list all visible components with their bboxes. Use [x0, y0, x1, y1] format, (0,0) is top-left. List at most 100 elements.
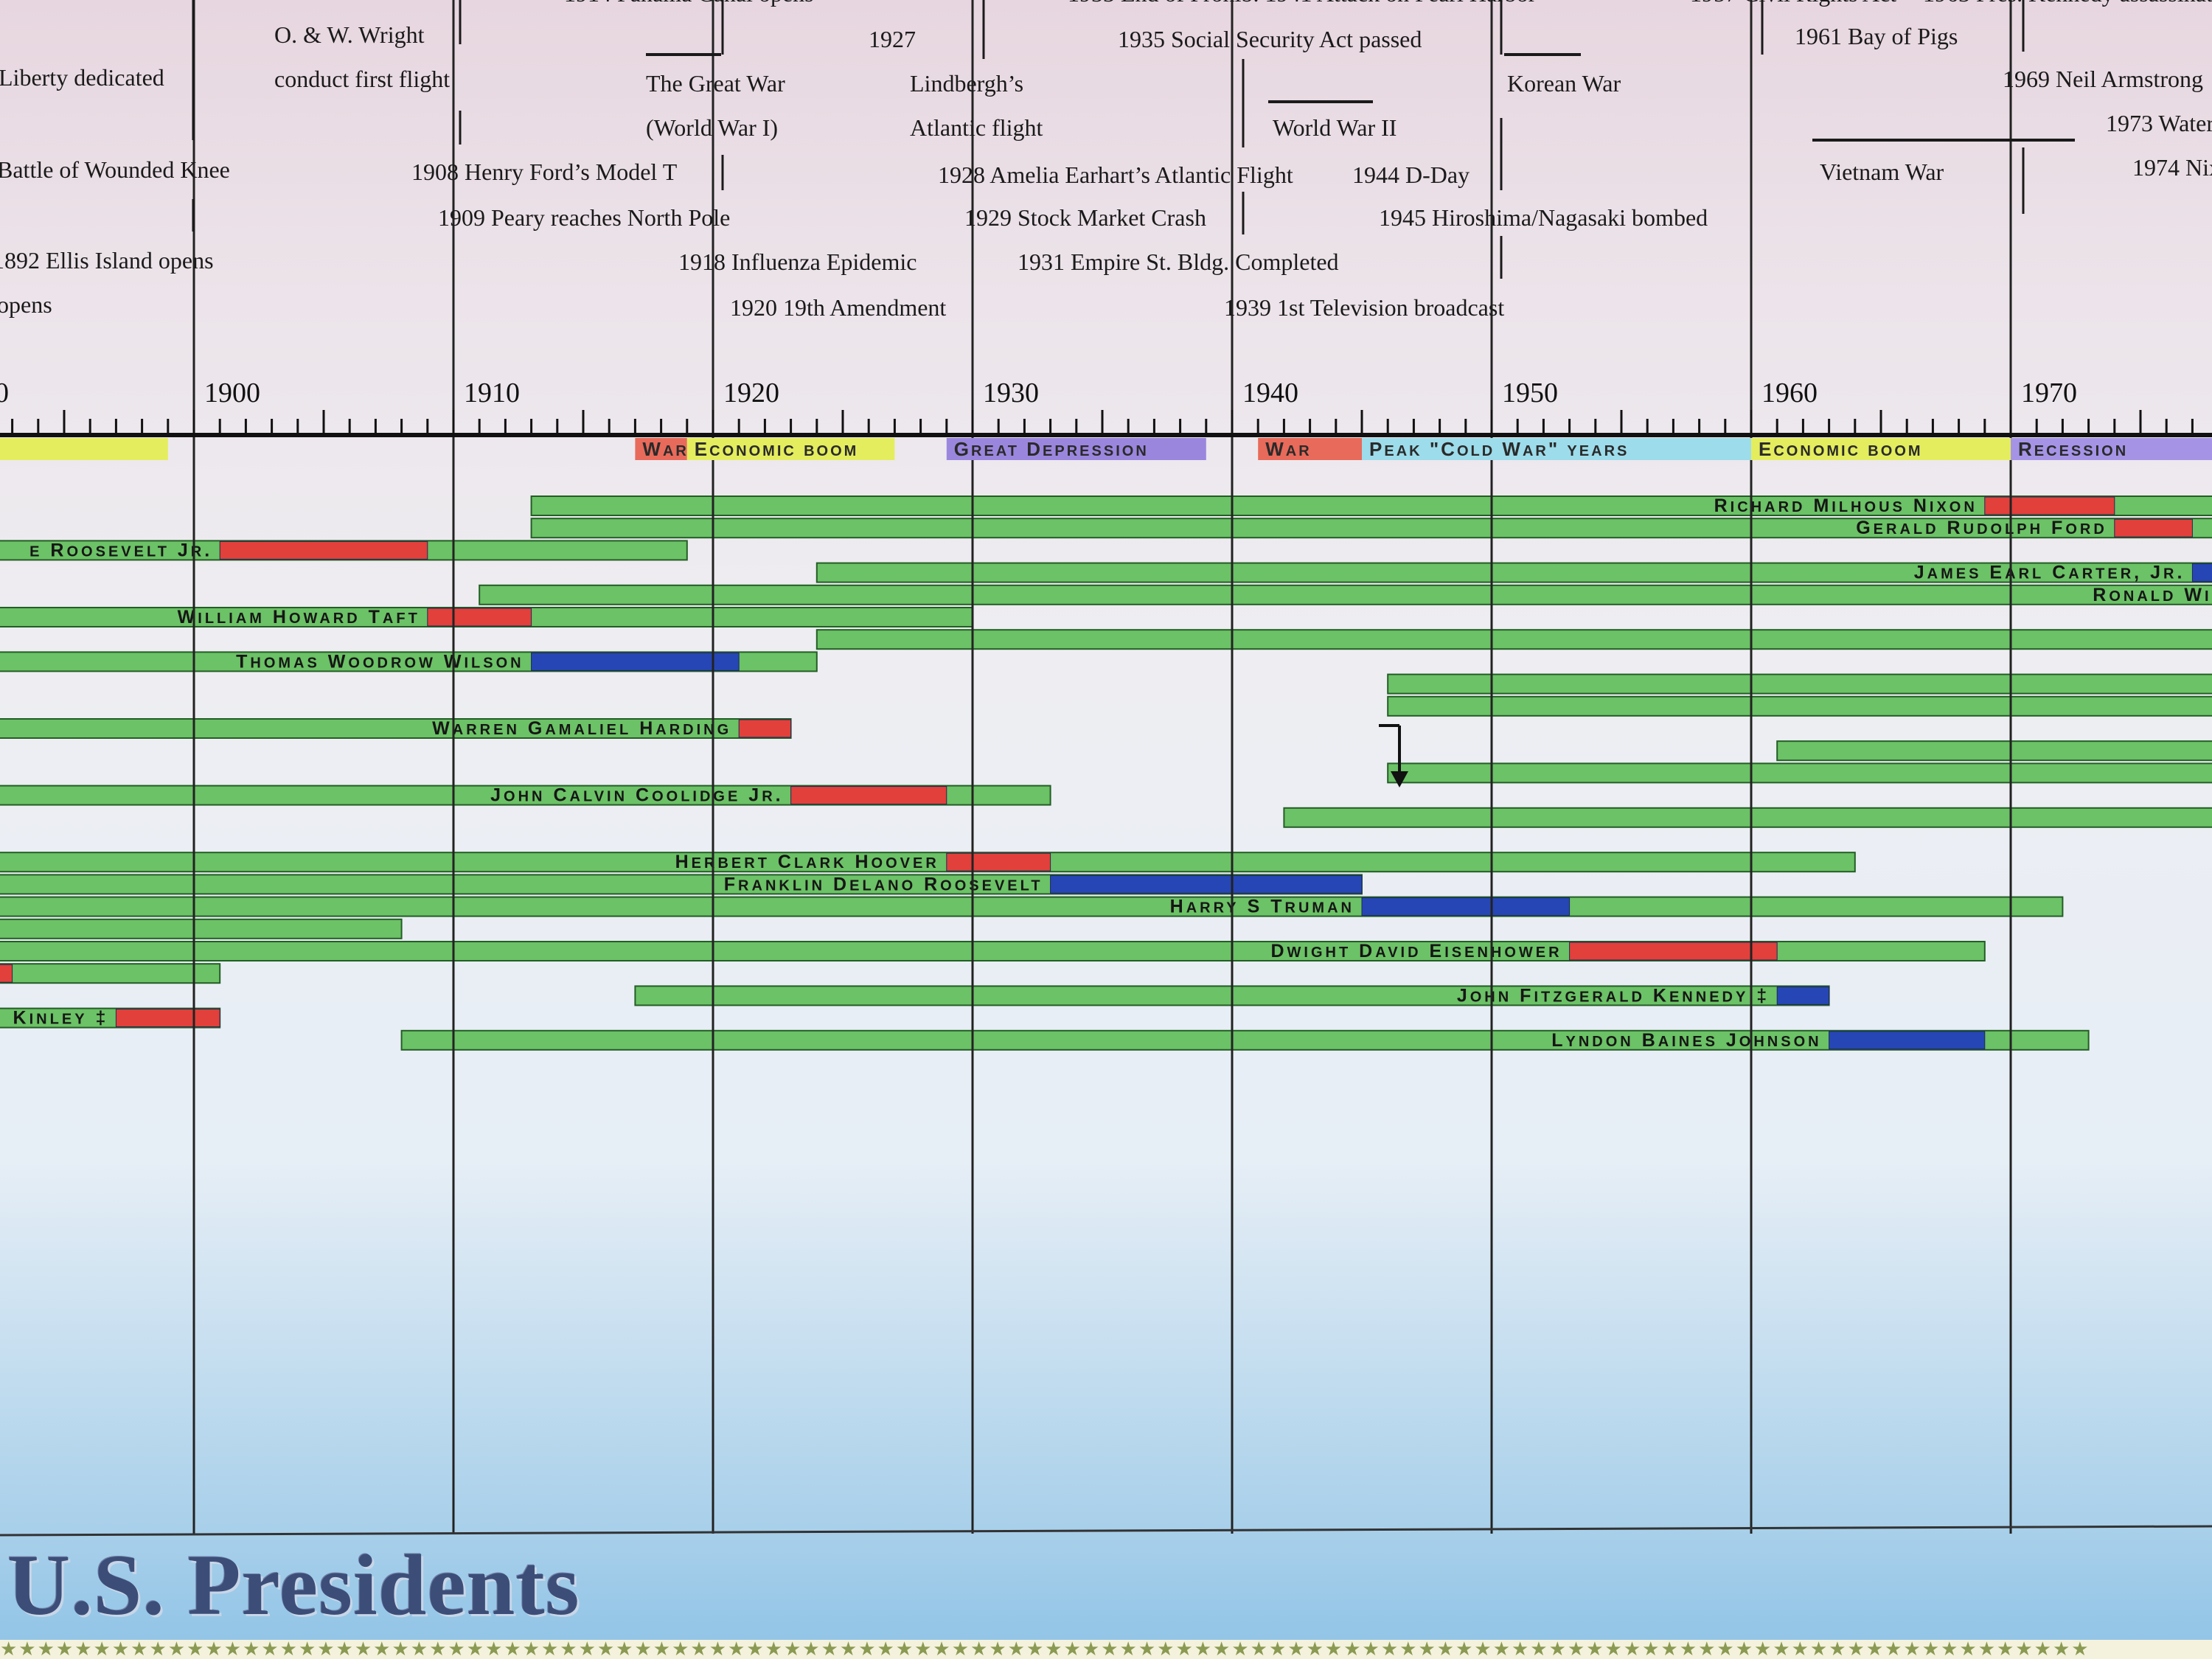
ev-civil-rights: 1957 Civil Rights Act: [1690, 0, 1896, 7]
ev-television: 1939 1st Television broadcast: [1224, 294, 1504, 321]
era-great-depression: GREAT DEPRESSION: [946, 438, 1206, 460]
era-band: [0, 438, 168, 460]
president-row-theodore-roosevelt-jr: E ROOSEVELT JR.: [0, 540, 688, 561]
president-row-franklin-delano-roosevelt: FRANKLIN DELANO ROOSEVELT: [0, 874, 1363, 895]
ev-wright-2: conduct first flight: [274, 66, 450, 92]
era-peak-cold-war-years: PEAK "COLD WAR" YEARS: [1362, 438, 1751, 460]
president-name: WILLIAM HOWARD TAFT: [178, 607, 420, 627]
lifespan-bar: [530, 495, 2212, 516]
ev-1974: 1974 Nixon resigns: [2132, 154, 2212, 181]
ev-dday: 1944 D-Day: [1352, 161, 1470, 188]
decade-label-1960: 1960: [1761, 378, 1818, 408]
president-name: HERBERT CLARK HOOVER: [675, 852, 939, 872]
era-war: WAR: [635, 438, 688, 460]
ev-influenza: 1918 Influenza Epidemic: [678, 248, 917, 275]
lifespan-bar: [0, 918, 403, 939]
lifespan-bar: [1283, 807, 2212, 828]
president-name: LYNDON BAINES JOHNSON: [1551, 1030, 1821, 1051]
president-row-warren-gamaliel-harding: WARREN GAMALIEL HARDING: [0, 718, 792, 739]
president-row-william-mckinley: KINLEY ‡: [0, 1007, 221, 1029]
era-label: GREAT DEPRESSION: [954, 438, 1149, 460]
lifespan-bar: [1776, 740, 2212, 762]
lifespan-bar: [1387, 695, 2212, 717]
era-untitled: [0, 438, 168, 460]
era-economic-boom: ECONOMIC BOOM: [1751, 438, 2011, 460]
lifespan-bar: [1387, 762, 2212, 784]
lifespan-bar: [0, 718, 792, 739]
lifespan-bar: [530, 518, 2212, 539]
decade-label-1930: 1930: [983, 378, 1039, 408]
ev-ellis: 1892 Ellis Island opens: [0, 247, 214, 274]
decade-gridlines: [0, 0, 2212, 1537]
president-name: E ROOSEVELT JR.: [29, 540, 212, 560]
president-name: FRANKLIN DELANO ROOSEVELT: [724, 874, 1043, 894]
lifespan-bar: [479, 584, 2212, 605]
president-name: JAMES EARL CARTER, JR.: [1914, 563, 2185, 583]
president-row-harry-s-truman: HARRY S TRUMAN: [0, 896, 2064, 917]
lifespan-bar: [815, 629, 2212, 650]
decade-label-1910: 1910: [464, 378, 520, 408]
era-band: [946, 438, 1206, 460]
ev-panama: 1914 Panama Canal opens: [564, 0, 814, 7]
event-annotations: Liberty dedicated Battle of Wounded Knee 1…: [0, 0, 2212, 321]
era-label: PEAK "COLD WAR" YEARS: [1369, 438, 1629, 460]
lifespan-bar: [815, 562, 2212, 583]
term-bar: [531, 652, 740, 671]
ev-lindbergh-2: Atlantic flight: [910, 114, 1043, 141]
president-name: DWIGHT DAVID EISENHOWER: [1270, 941, 1562, 961]
time-axis: 0 1900 1910 1920 1930 1940 1950 1960 1970: [0, 378, 2212, 437]
ev-bay-of-pigs: 1961 Bay of Pigs: [1795, 23, 1958, 49]
term-bar: [1829, 1031, 1986, 1050]
era-label: ECONOMIC BOOM: [1759, 438, 1923, 460]
term-bar: [219, 540, 428, 560]
era-label: ECONOMIC BOOM: [695, 438, 859, 460]
annotation-marks: [192, 0, 2075, 787]
era-band: [1751, 438, 2011, 460]
term-bar: [427, 608, 532, 627]
succession-arrow-head: [1391, 771, 1408, 787]
president-row-lyndon-baines-johnson: LYNDON BAINES JOHNSON: [400, 1029, 2090, 1051]
term-bar: [738, 719, 792, 738]
ev-ford: 1908 Henry Ford’s Model T: [411, 159, 678, 185]
lifespan-bar: [0, 852, 1856, 873]
term-bar: [0, 964, 13, 983]
decade-label-1950: 1950: [1502, 378, 1558, 408]
lifespan-bar: [0, 963, 221, 984]
decade-label-1920: 1920: [723, 378, 779, 408]
president-name: KINLEY ‡: [13, 1008, 109, 1029]
ev-earhart: 1928 Amelia Earhart’s Atlantic Flight: [938, 161, 1293, 188]
decade-label-1940: 1940: [1242, 378, 1298, 408]
era-band: [2011, 438, 2212, 460]
president-name: JOHN FITZGERALD KENNEDY ‡: [1457, 985, 1770, 1006]
term-bar: [1984, 496, 2115, 515]
president-row-grover-cleveland: [0, 918, 403, 939]
president-row-william-howard-taft: WILLIAM HOWARD TAFT: [0, 607, 974, 627]
ev-opens: opens: [0, 291, 52, 318]
page-title: U.S. Presidents: [7, 1537, 580, 1633]
ev-hiroshima: 1945 Hiroshima/Nagasaki bombed: [1379, 204, 1708, 231]
era-band: [635, 438, 687, 460]
ev-wright-1: O. & W. Wright: [274, 21, 425, 48]
lifespan-bar: [0, 896, 2064, 917]
term-bar: [790, 786, 947, 805]
president-row-barack-obama: [1776, 740, 2212, 762]
ev-great-war-2: (World War I): [646, 114, 778, 141]
lifespan-bar: [400, 1029, 2090, 1051]
ev-korean: Korean War: [1507, 70, 1621, 97]
ev-liberty: Liberty dedicated: [0, 64, 164, 91]
president-name: JOHN CALVIN COOLIDGE JR.: [490, 785, 783, 806]
ev-wwii: World War II: [1273, 114, 1397, 141]
president-row-william-jefferson-clinton: [1387, 673, 2212, 695]
star-border: ★★★★★★★★★★★★★★★★★★★★★★★★★★★★★★★★★★★★★★★★…: [0, 1640, 2212, 1659]
era-bands: WAR ECONOMIC BOOM GREAT DEPRESSION WAR PEAK …: [0, 438, 2212, 460]
era-label: WAR: [1265, 438, 1311, 460]
era-label: WAR: [642, 438, 688, 460]
president-name: GERALD RUDOLPH FORD: [1856, 518, 2107, 538]
decade-label-1970: 1970: [2021, 378, 2077, 408]
era-band: [686, 438, 895, 460]
term-bar: [2114, 518, 2193, 538]
president-row-gerald-rudolph-ford: GERALD RUDOLPH FORD: [530, 518, 2212, 539]
ev-empire: 1931 Empire St. Bldg. Completed: [1018, 248, 1339, 275]
